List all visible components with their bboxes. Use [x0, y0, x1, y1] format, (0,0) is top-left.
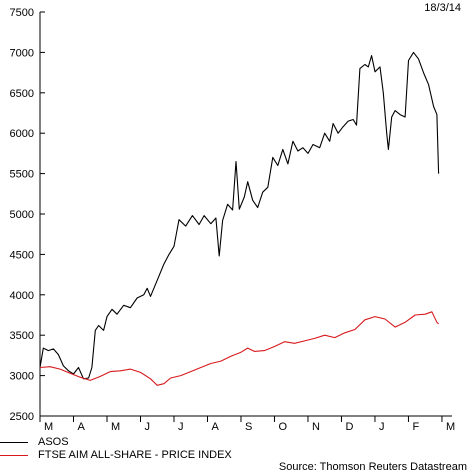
y-tick-label-3000: 3000	[10, 371, 34, 383]
legend-swatch-ftse-aim	[0, 455, 28, 456]
y-tick-label-4000: 4000	[10, 290, 34, 302]
legend: ASOS FTSE AIM ALL-SHARE - PRICE INDEX	[0, 436, 232, 462]
y-tick-label-5500: 5500	[10, 169, 34, 181]
source-note: Source: Thomson Reuters Datastream	[278, 461, 467, 473]
x-tick-label-9: D	[345, 421, 353, 433]
y-tick-label-6500: 6500	[10, 88, 34, 100]
y-tick-label-7500: 7500	[10, 7, 34, 19]
x-tick-label-11: F	[412, 421, 419, 433]
y-tick-label-3500: 3500	[10, 330, 34, 342]
legend-swatch-asos	[0, 442, 28, 443]
x-tick-label-6: S	[245, 421, 252, 433]
series-line-ftse-aim	[39, 311, 439, 386]
y-tick-label-2500: 2500	[10, 411, 34, 423]
x-tick-label-3: J	[144, 421, 150, 433]
legend-label-ftse-aim: FTSE AIM ALL-SHARE - PRICE INDEX	[38, 449, 232, 461]
date-label: 18/3/14	[424, 2, 461, 14]
y-tick-label-4500: 4500	[10, 249, 34, 261]
x-tick-label-7: O	[278, 421, 287, 433]
x-tick-label-5: A	[211, 421, 219, 433]
x-tick-label-0: M	[44, 421, 53, 433]
y-tick-label-5000: 5000	[10, 209, 34, 221]
y-tick-label-6000: 6000	[10, 128, 34, 140]
series-line-asos	[39, 51, 440, 380]
x-tick-label-8: N	[312, 421, 320, 433]
x-tick-label-12: M	[446, 421, 455, 433]
legend-label-asos: ASOS	[38, 436, 69, 448]
x-tick-label-4: J	[178, 421, 184, 433]
x-tick-label-10: J	[379, 421, 385, 433]
legend-item-ftse-aim: FTSE AIM ALL-SHARE - PRICE INDEX	[0, 449, 232, 462]
x-tick-label-2: M	[111, 421, 120, 433]
y-tick-label-7000: 7000	[10, 47, 34, 59]
legend-item-asos: ASOS	[0, 436, 232, 449]
x-tick-label-1: A	[77, 421, 85, 433]
